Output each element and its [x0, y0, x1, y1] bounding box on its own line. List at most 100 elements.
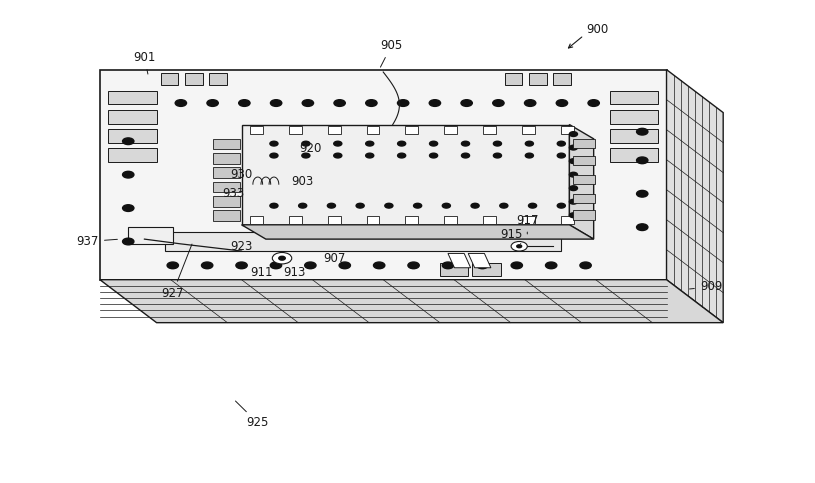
Circle shape	[366, 99, 377, 106]
Circle shape	[385, 203, 393, 208]
Text: 903: 903	[291, 175, 314, 188]
Polygon shape	[214, 139, 240, 149]
Circle shape	[517, 245, 522, 248]
Circle shape	[493, 141, 501, 146]
Polygon shape	[570, 125, 593, 239]
Polygon shape	[241, 225, 593, 239]
Circle shape	[637, 190, 648, 197]
Circle shape	[443, 262, 454, 269]
Circle shape	[408, 262, 419, 269]
Text: 937: 937	[77, 235, 117, 248]
Circle shape	[270, 153, 278, 158]
Polygon shape	[214, 182, 240, 192]
Circle shape	[302, 141, 310, 146]
Circle shape	[477, 262, 488, 269]
Circle shape	[298, 203, 306, 208]
Polygon shape	[562, 216, 575, 224]
Text: 930: 930	[231, 168, 253, 181]
Circle shape	[302, 153, 310, 158]
Circle shape	[493, 99, 504, 106]
Polygon shape	[574, 156, 595, 165]
Circle shape	[570, 199, 578, 204]
Text: 925: 925	[236, 401, 269, 429]
Text: 920: 920	[299, 142, 322, 155]
Circle shape	[175, 99, 187, 106]
Polygon shape	[214, 196, 240, 207]
Polygon shape	[574, 211, 595, 220]
Circle shape	[398, 99, 409, 106]
Circle shape	[398, 141, 406, 146]
Circle shape	[557, 203, 566, 208]
Polygon shape	[483, 126, 496, 134]
Polygon shape	[667, 70, 723, 323]
Polygon shape	[574, 194, 595, 203]
Polygon shape	[241, 125, 570, 225]
Circle shape	[305, 262, 316, 269]
Text: 927: 927	[161, 244, 192, 299]
Circle shape	[526, 141, 533, 146]
Polygon shape	[214, 211, 240, 221]
Polygon shape	[610, 110, 659, 124]
Circle shape	[570, 186, 578, 191]
Polygon shape	[209, 73, 227, 85]
Polygon shape	[108, 148, 156, 162]
Circle shape	[500, 203, 508, 208]
Polygon shape	[610, 129, 659, 142]
Circle shape	[398, 153, 406, 158]
Circle shape	[271, 99, 282, 106]
Circle shape	[122, 138, 134, 144]
Polygon shape	[468, 254, 491, 268]
Polygon shape	[328, 126, 341, 134]
Circle shape	[570, 132, 578, 137]
Circle shape	[334, 99, 346, 106]
Polygon shape	[444, 216, 457, 224]
Circle shape	[279, 256, 285, 260]
Polygon shape	[553, 73, 571, 85]
Polygon shape	[108, 110, 156, 124]
Text: 915: 915	[500, 228, 522, 244]
Circle shape	[239, 99, 250, 106]
Circle shape	[334, 153, 341, 158]
Circle shape	[570, 159, 578, 164]
Circle shape	[122, 171, 134, 178]
Circle shape	[272, 253, 292, 264]
Circle shape	[167, 262, 178, 269]
Polygon shape	[529, 73, 547, 85]
Circle shape	[366, 153, 374, 158]
Polygon shape	[483, 216, 496, 224]
Circle shape	[588, 99, 599, 106]
Polygon shape	[448, 254, 470, 268]
Polygon shape	[522, 216, 535, 224]
Circle shape	[271, 262, 282, 269]
Polygon shape	[406, 216, 418, 224]
Polygon shape	[108, 91, 156, 104]
Circle shape	[430, 141, 438, 146]
Circle shape	[270, 141, 278, 146]
Polygon shape	[574, 175, 595, 184]
Polygon shape	[249, 216, 262, 224]
Circle shape	[443, 203, 451, 208]
Polygon shape	[289, 216, 302, 224]
Circle shape	[461, 141, 469, 146]
Circle shape	[430, 153, 438, 158]
Text: 907: 907	[324, 252, 346, 265]
Polygon shape	[367, 126, 380, 134]
Circle shape	[270, 203, 278, 208]
Polygon shape	[406, 126, 418, 134]
Circle shape	[525, 99, 535, 106]
Circle shape	[302, 99, 314, 106]
Polygon shape	[249, 126, 262, 134]
Polygon shape	[100, 280, 723, 323]
Circle shape	[570, 213, 578, 218]
Circle shape	[580, 262, 591, 269]
Circle shape	[122, 238, 134, 245]
Circle shape	[511, 242, 527, 251]
Polygon shape	[472, 263, 500, 276]
Circle shape	[637, 224, 648, 230]
Circle shape	[373, 262, 385, 269]
Polygon shape	[185, 73, 203, 85]
Circle shape	[366, 141, 374, 146]
Text: 909: 909	[689, 280, 722, 293]
Circle shape	[356, 203, 364, 208]
Circle shape	[328, 203, 336, 208]
